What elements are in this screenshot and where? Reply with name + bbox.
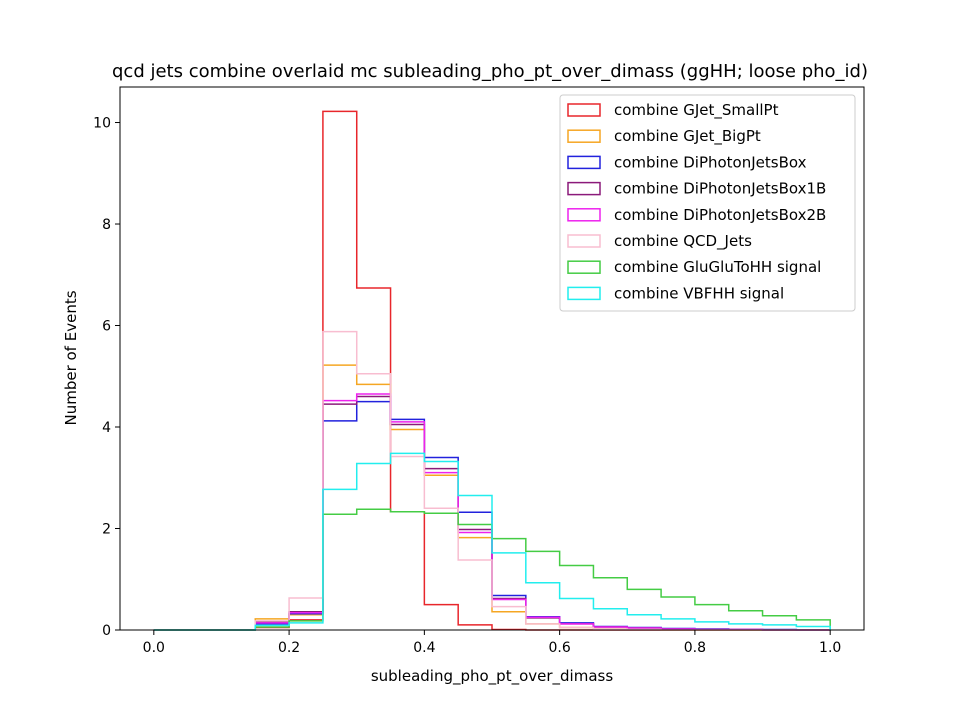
legend-swatch-4 <box>567 208 601 222</box>
series-line-7 <box>153 452 831 631</box>
legend-swatch-5 <box>567 234 601 248</box>
legend-swatch-3 <box>567 181 601 196</box>
legend-label-0: combine GJet_SmallPt <box>614 101 779 120</box>
legend-label-1: combine GJet_BigPt <box>614 127 761 146</box>
y-tick-label: 0 <box>102 623 111 639</box>
legend-swatch-0 <box>567 103 601 117</box>
y-tick-label: 4 <box>102 420 111 436</box>
y-tick-label: 2 <box>102 522 111 538</box>
y-tick-label: 8 <box>102 217 111 233</box>
axes-frame <box>119 86 865 631</box>
legend-swatch-2 <box>567 155 601 170</box>
y-axis: 0 2 4 6 8 10 <box>93 116 120 639</box>
legend-label-4: combine DiPhotonJetsBox2B <box>614 206 826 224</box>
series-line-6 <box>153 508 831 631</box>
legend-label-5: combine QCD_Jets <box>614 232 752 251</box>
y-tick-label: 6 <box>102 319 111 335</box>
x-tick-label: 0.2 <box>278 640 300 656</box>
legend-label-7: combine VBFHH signal <box>614 284 784 302</box>
legend-box <box>559 94 856 312</box>
x-axis: 0.0 0.2 0.4 0.6 0.8 1.0 <box>143 630 841 656</box>
y-axis-label: Number of Events <box>62 290 80 425</box>
x-axis-label: subleading_pho_pt_over_dimass <box>371 667 614 686</box>
x-tick-label: 0.8 <box>684 640 706 656</box>
legend-swatch-6 <box>567 260 601 274</box>
x-tick-label: 0.4 <box>413 640 435 656</box>
y-tick-label: 10 <box>93 116 111 132</box>
legend-label-2: combine DiPhotonJetsBox <box>614 153 807 171</box>
legend-label-3: combine DiPhotonJetsBox1B <box>614 180 826 198</box>
x-tick-label: 0.0 <box>143 640 165 656</box>
x-tick-label: 0.6 <box>549 640 571 656</box>
plot-area <box>119 86 865 631</box>
legend-swatch-1 <box>567 129 601 143</box>
legend-label-6: combine GluGluToHH signal <box>614 258 821 276</box>
chart-title: qcd jets combine overlaid mc subleading_… <box>112 61 868 82</box>
legend-swatch-7 <box>567 286 601 301</box>
x-tick-label: 1.0 <box>819 640 841 656</box>
